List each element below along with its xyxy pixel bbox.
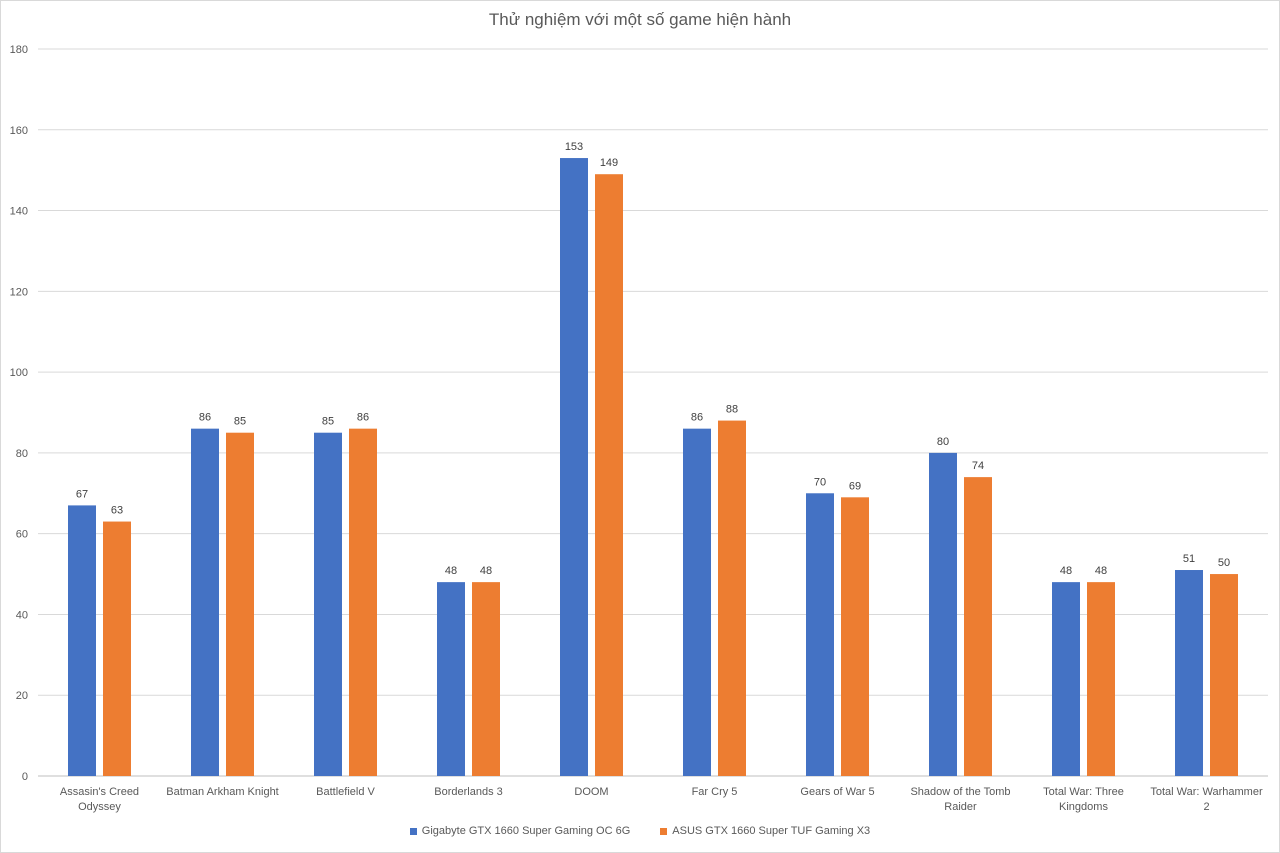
chart-title: Thử nghiệm với một số game hiện hành (488, 10, 792, 29)
data-label: 48 (480, 565, 492, 577)
data-label: 85 (322, 416, 334, 428)
data-label: 149 (600, 157, 618, 169)
data-label: 88 (726, 404, 738, 416)
bar (1087, 582, 1115, 776)
bar (103, 521, 131, 776)
data-label: 86 (691, 412, 703, 424)
x-tick-label: Raider (944, 801, 977, 813)
chart-legend: Gigabyte GTX 1660 Super Gaming OC 6G ASU… (0, 825, 1280, 837)
data-label: 153 (565, 141, 583, 153)
data-label: 67 (76, 488, 88, 500)
y-tick-label: 40 (16, 609, 28, 621)
bar (1052, 582, 1080, 776)
y-tick-label: 0 (22, 771, 28, 783)
bar (314, 432, 342, 776)
data-label: 48 (445, 565, 457, 577)
legend-item-series-1: Gigabyte GTX 1660 Super Gaming OC 6G (409, 825, 631, 837)
data-label: 48 (1060, 565, 1072, 577)
data-label: 74 (972, 460, 984, 472)
y-tick-label: 100 (10, 367, 28, 379)
x-tick-label: Assasin's Creed (60, 786, 139, 798)
y-tick-label: 120 (10, 286, 28, 298)
bar (595, 174, 623, 776)
x-tick-label: Batman Arkham Knight (166, 786, 279, 798)
data-label: 50 (1218, 557, 1230, 569)
x-tick-label: Gears of War 5 (800, 786, 874, 798)
legend-label-series-2: ASUS GTX 1660 Super TUF Gaming X3 (672, 825, 871, 837)
legend-swatch-series-2 (660, 827, 668, 835)
bar (226, 432, 254, 776)
bar (1175, 570, 1203, 776)
data-label: 51 (1183, 553, 1195, 565)
x-tick-label: DOOM (574, 786, 608, 798)
x-tick-label: Kingdoms (1059, 801, 1108, 813)
y-tick-label: 60 (16, 529, 28, 541)
bar (929, 452, 957, 776)
x-tick-label: Odyssey (78, 801, 121, 813)
data-label: 70 (814, 476, 826, 488)
bar (560, 158, 588, 777)
x-tick-label: 2 (1203, 801, 1209, 813)
y-tick-label: 140 (10, 206, 28, 218)
x-tick-label: Shadow of the Tomb (910, 786, 1010, 798)
data-label: 48 (1095, 565, 1107, 577)
legend-item-series-2: ASUS GTX 1660 Super TUF Gaming X3 (660, 825, 870, 837)
bar (1210, 574, 1238, 776)
x-tick-label: Total War: Warhammer (1150, 786, 1263, 798)
bar (683, 428, 711, 776)
data-label: 63 (111, 505, 123, 517)
bar (349, 428, 377, 776)
bar (718, 420, 746, 776)
bar (806, 493, 834, 776)
y-tick-label: 80 (16, 448, 28, 460)
data-label: 69 (849, 480, 861, 492)
y-tick-label: 20 (16, 690, 28, 702)
bar (191, 428, 219, 776)
x-tick-label: Battlefield V (316, 786, 375, 798)
y-tick-label: 160 (10, 125, 28, 137)
x-tick-label: Total War: Three (1043, 786, 1124, 798)
bar (68, 505, 96, 776)
bar (472, 582, 500, 776)
legend-swatch-series-1 (409, 827, 417, 835)
data-label: 85 (234, 416, 246, 428)
y-tick-label: 180 (10, 44, 28, 56)
bar (841, 497, 869, 776)
x-tick-label: Far Cry 5 (692, 786, 738, 798)
data-label: 86 (357, 412, 369, 424)
legend-label-series-1: Gigabyte GTX 1660 Super Gaming OC 6G (421, 825, 631, 837)
bar (964, 477, 992, 776)
bar (437, 582, 465, 776)
data-label: 86 (199, 412, 211, 424)
x-tick-label: Borderlands 3 (434, 786, 503, 798)
data-label: 80 (937, 436, 949, 448)
